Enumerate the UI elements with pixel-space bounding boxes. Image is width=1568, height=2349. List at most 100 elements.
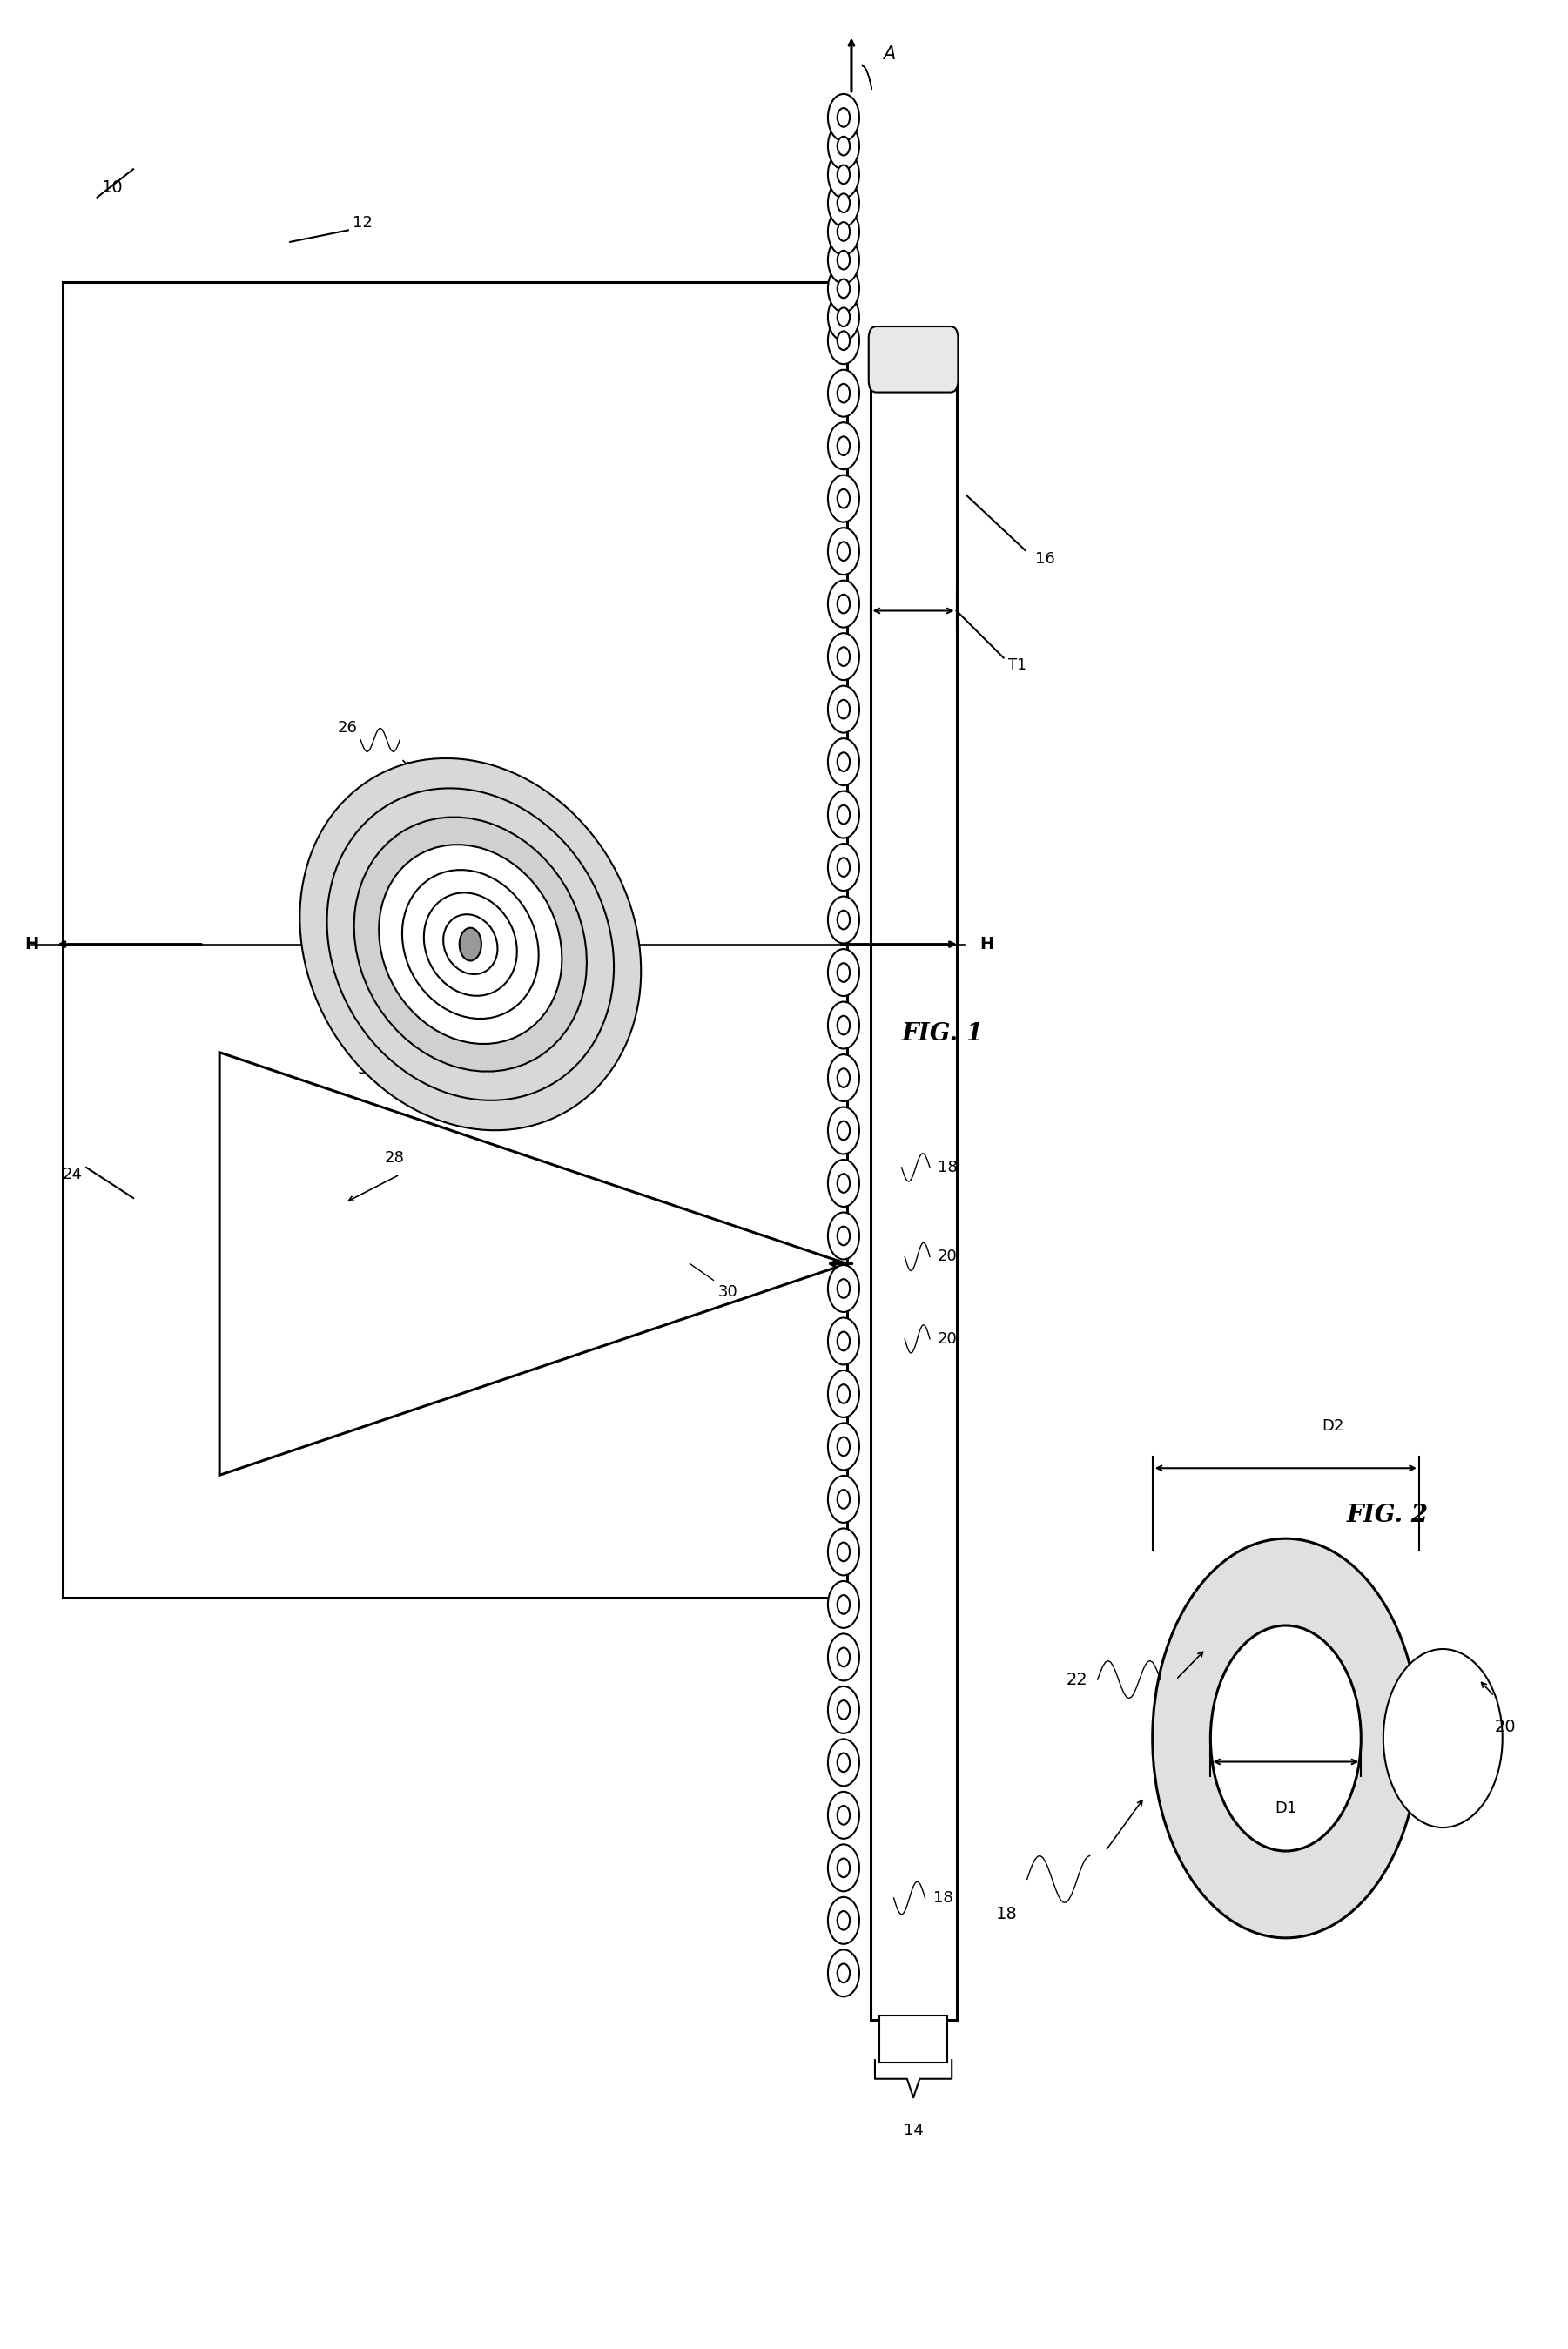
Circle shape bbox=[837, 489, 850, 507]
Circle shape bbox=[828, 209, 859, 256]
Circle shape bbox=[828, 1950, 859, 1997]
Circle shape bbox=[837, 911, 850, 930]
Circle shape bbox=[828, 1687, 859, 1734]
Circle shape bbox=[828, 294, 859, 341]
Circle shape bbox=[837, 1015, 850, 1034]
Circle shape bbox=[459, 928, 481, 961]
Circle shape bbox=[828, 1106, 859, 1153]
Circle shape bbox=[828, 1369, 859, 1416]
Text: 32: 32 bbox=[358, 1062, 378, 1076]
Text: 28: 28 bbox=[384, 1151, 405, 1165]
Circle shape bbox=[828, 237, 859, 284]
Circle shape bbox=[837, 164, 850, 183]
Ellipse shape bbox=[354, 817, 586, 1071]
Circle shape bbox=[837, 1120, 850, 1139]
Ellipse shape bbox=[299, 759, 641, 1130]
Circle shape bbox=[837, 1174, 850, 1193]
Circle shape bbox=[837, 193, 850, 211]
Circle shape bbox=[837, 648, 850, 667]
Text: A: A bbox=[883, 45, 895, 63]
Circle shape bbox=[837, 752, 850, 770]
Polygon shape bbox=[220, 1052, 847, 1475]
Circle shape bbox=[828, 1633, 859, 1680]
Bar bbox=[870, 376, 956, 2020]
Circle shape bbox=[837, 280, 850, 298]
Text: 20: 20 bbox=[1494, 1717, 1516, 1736]
Circle shape bbox=[828, 1898, 859, 1945]
Text: 16: 16 bbox=[1035, 552, 1055, 566]
Circle shape bbox=[1383, 1649, 1502, 1828]
Circle shape bbox=[1210, 1626, 1361, 1851]
Circle shape bbox=[828, 1844, 859, 1891]
Circle shape bbox=[837, 1489, 850, 1508]
Text: 14: 14 bbox=[903, 2123, 924, 2138]
Ellipse shape bbox=[401, 869, 539, 1019]
Circle shape bbox=[828, 1055, 859, 1102]
Circle shape bbox=[837, 331, 850, 350]
Circle shape bbox=[828, 317, 859, 364]
Text: H: H bbox=[980, 935, 994, 954]
Text: 18: 18 bbox=[933, 1891, 953, 1905]
Text: D1: D1 bbox=[1275, 1802, 1297, 1816]
Circle shape bbox=[828, 1738, 859, 1785]
Text: 22: 22 bbox=[1066, 1670, 1088, 1689]
Circle shape bbox=[837, 308, 850, 327]
Circle shape bbox=[837, 1964, 850, 1983]
Circle shape bbox=[837, 1752, 850, 1771]
Text: 12: 12 bbox=[353, 216, 373, 230]
Text: 34: 34 bbox=[411, 956, 431, 970]
Circle shape bbox=[828, 1581, 859, 1628]
Circle shape bbox=[828, 94, 859, 141]
Circle shape bbox=[837, 251, 850, 270]
Circle shape bbox=[837, 1858, 850, 1877]
Circle shape bbox=[828, 1266, 859, 1313]
Circle shape bbox=[837, 1701, 850, 1719]
Circle shape bbox=[837, 1543, 850, 1562]
FancyBboxPatch shape bbox=[869, 327, 958, 392]
Text: FIG. 2: FIG. 2 bbox=[1347, 1503, 1428, 1527]
Circle shape bbox=[828, 634, 859, 681]
Circle shape bbox=[837, 1595, 850, 1614]
Circle shape bbox=[828, 529, 859, 576]
Circle shape bbox=[828, 1212, 859, 1259]
Circle shape bbox=[828, 792, 859, 839]
Text: 18: 18 bbox=[938, 1160, 958, 1174]
Circle shape bbox=[837, 1280, 850, 1299]
Circle shape bbox=[837, 1647, 850, 1665]
Ellipse shape bbox=[328, 789, 613, 1099]
Circle shape bbox=[828, 843, 859, 890]
Text: 20: 20 bbox=[938, 1332, 958, 1346]
Circle shape bbox=[837, 1226, 850, 1245]
Circle shape bbox=[837, 1438, 850, 1456]
Bar bbox=[63, 282, 847, 1597]
Ellipse shape bbox=[379, 846, 561, 1043]
Circle shape bbox=[837, 383, 850, 402]
Circle shape bbox=[837, 963, 850, 982]
Text: D2: D2 bbox=[1322, 1419, 1344, 1433]
Bar bbox=[880, 2015, 947, 2062]
Circle shape bbox=[837, 136, 850, 155]
Circle shape bbox=[837, 1384, 850, 1402]
Circle shape bbox=[828, 1001, 859, 1048]
Circle shape bbox=[828, 122, 859, 169]
Circle shape bbox=[828, 150, 859, 197]
Circle shape bbox=[828, 474, 859, 521]
Circle shape bbox=[828, 580, 859, 627]
Circle shape bbox=[828, 1318, 859, 1365]
Circle shape bbox=[828, 686, 859, 733]
Circle shape bbox=[828, 1475, 859, 1522]
Circle shape bbox=[828, 949, 859, 996]
Circle shape bbox=[828, 1792, 859, 1839]
Circle shape bbox=[828, 369, 859, 416]
Circle shape bbox=[837, 806, 850, 824]
Circle shape bbox=[828, 423, 859, 470]
Circle shape bbox=[837, 857, 850, 876]
Circle shape bbox=[837, 437, 850, 456]
Circle shape bbox=[837, 108, 850, 127]
Circle shape bbox=[837, 1332, 850, 1351]
Text: 30: 30 bbox=[718, 1285, 739, 1299]
Text: 18: 18 bbox=[996, 1905, 1018, 1924]
Text: FIG. 1: FIG. 1 bbox=[902, 1022, 983, 1045]
Circle shape bbox=[1152, 1539, 1419, 1938]
Circle shape bbox=[837, 543, 850, 561]
